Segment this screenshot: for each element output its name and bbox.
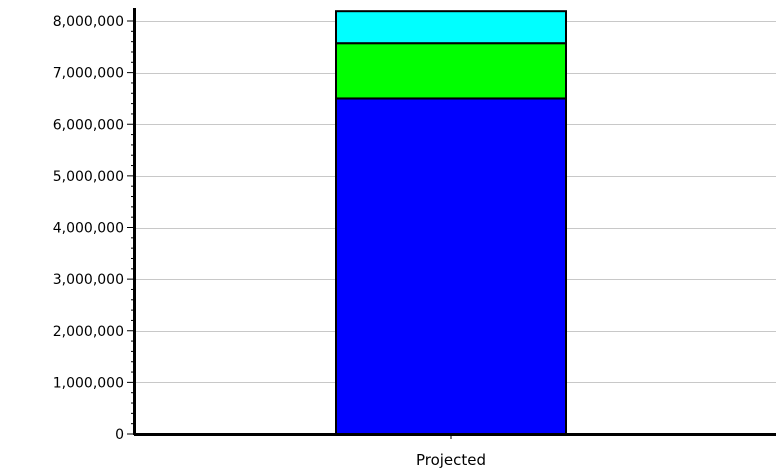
- y-tick-label: 3,000,000: [53, 272, 124, 288]
- axis-labels: Projected 0 1,000,000 2,000,000 3,000,000 4,0…: [53, 14, 486, 469]
- y-tick-label: 4,000,000: [53, 221, 124, 237]
- y-tick-label: 8,000,000: [53, 14, 124, 30]
- bar-segment-2[interactable]: [335, 42, 567, 100]
- y-tick-label: 7,000,000: [53, 66, 124, 82]
- y-tick-label: 5,000,000: [53, 169, 124, 185]
- y-tick-label: 2,000,000: [53, 324, 124, 340]
- y-tick-label: 6,000,000: [53, 117, 124, 133]
- y-tick-label: 0: [115, 427, 124, 443]
- x-tick-label: Projected: [416, 451, 486, 469]
- y-tick-label: 1,000,000: [53, 375, 124, 391]
- axes: [127, 8, 776, 439]
- bar-segment-1[interactable]: [335, 97, 567, 435]
- bar-segments: [335, 10, 567, 435]
- bar-segment-3[interactable]: [335, 10, 567, 45]
